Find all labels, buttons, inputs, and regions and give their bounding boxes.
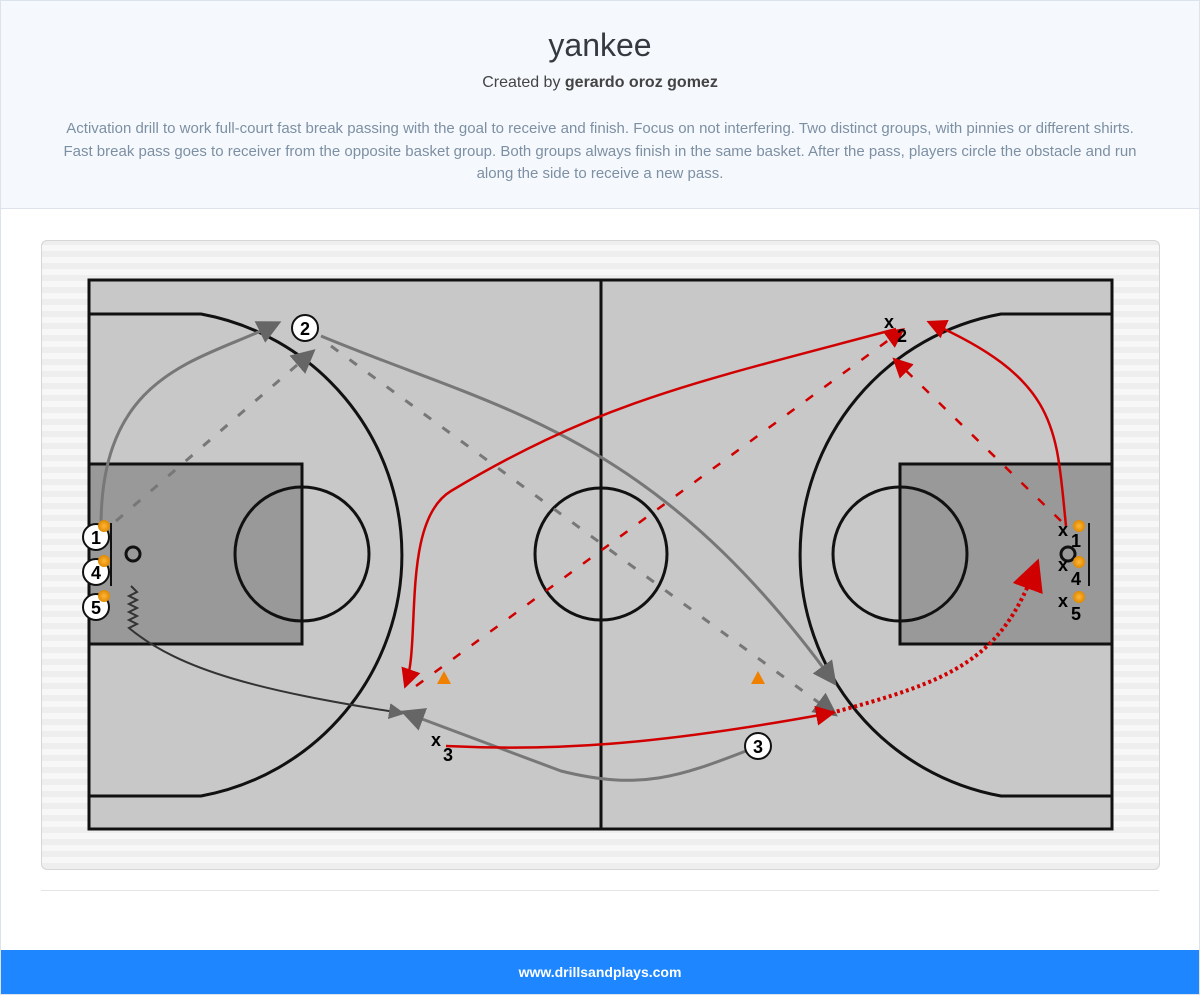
svg-text:2: 2: [897, 326, 907, 346]
svg-text:4: 4: [91, 563, 101, 583]
cones: [437, 671, 765, 684]
svg-text:x: x: [1058, 555, 1068, 575]
basketball-icon: [1073, 520, 1085, 532]
basketball-icon: [1073, 556, 1085, 568]
svg-text:5: 5: [91, 598, 101, 618]
basketball-icon: [1073, 591, 1085, 603]
drill-header: yankee Created by gerardo oroz gomez Act…: [1, 1, 1199, 209]
svg-text:3: 3: [443, 745, 453, 765]
svg-text:4: 4: [1071, 569, 1081, 589]
defense-player[interactable]: x1: [1058, 520, 1085, 551]
drill-title: yankee: [548, 27, 652, 63]
divider: [41, 890, 1159, 891]
svg-text:2: 2: [300, 319, 310, 339]
footer-site-link[interactable]: www.drillsandplays.com: [518, 964, 682, 980]
cone-icon: [437, 671, 451, 684]
defense-paths: [401, 319, 1068, 749]
svg-text:x: x: [1058, 591, 1068, 611]
svg-text:5: 5: [1071, 604, 1081, 624]
offense-player[interactable]: 5: [82, 590, 110, 621]
offense-player[interactable]: 4: [82, 555, 110, 586]
defense-player[interactable]: x2: [884, 312, 907, 346]
offense-paths: [99, 321, 838, 782]
basketball-icon: [98, 520, 110, 532]
offense-player[interactable]: 1: [82, 520, 110, 551]
author-name[interactable]: gerardo oroz gomez: [564, 74, 718, 91]
footer: www.drillsandplays.com: [1, 950, 1199, 994]
court-svg: 1 4 5 2 3 x1 x4 x5 x2 x3: [82, 278, 1114, 831]
right-hoop: [1059, 545, 1077, 563]
basketball-icon: [98, 555, 110, 567]
svg-text:x: x: [884, 312, 894, 332]
left-hoop: [124, 545, 142, 563]
svg-text:x: x: [431, 730, 441, 750]
created-by: Created by gerardo oroz gomez: [1, 74, 1199, 92]
created-by-prefix: Created by: [482, 74, 561, 91]
court-lines: [87, 278, 1114, 831]
basketball-icon: [98, 590, 110, 602]
cone-icon: [751, 671, 765, 684]
drill-description: Activation drill to work full-court fast…: [63, 120, 1137, 182]
offense-player[interactable]: 3: [744, 732, 772, 760]
svg-text:1: 1: [1071, 531, 1081, 551]
svg-text:x: x: [1058, 520, 1068, 540]
defense-player[interactable]: x3: [431, 730, 453, 765]
svg-text:3: 3: [753, 737, 763, 757]
defense-player[interactable]: x4: [1058, 555, 1085, 589]
defense-player[interactable]: x5: [1058, 591, 1085, 624]
offense-player[interactable]: 2: [291, 314, 319, 342]
svg-text:1: 1: [91, 528, 101, 548]
